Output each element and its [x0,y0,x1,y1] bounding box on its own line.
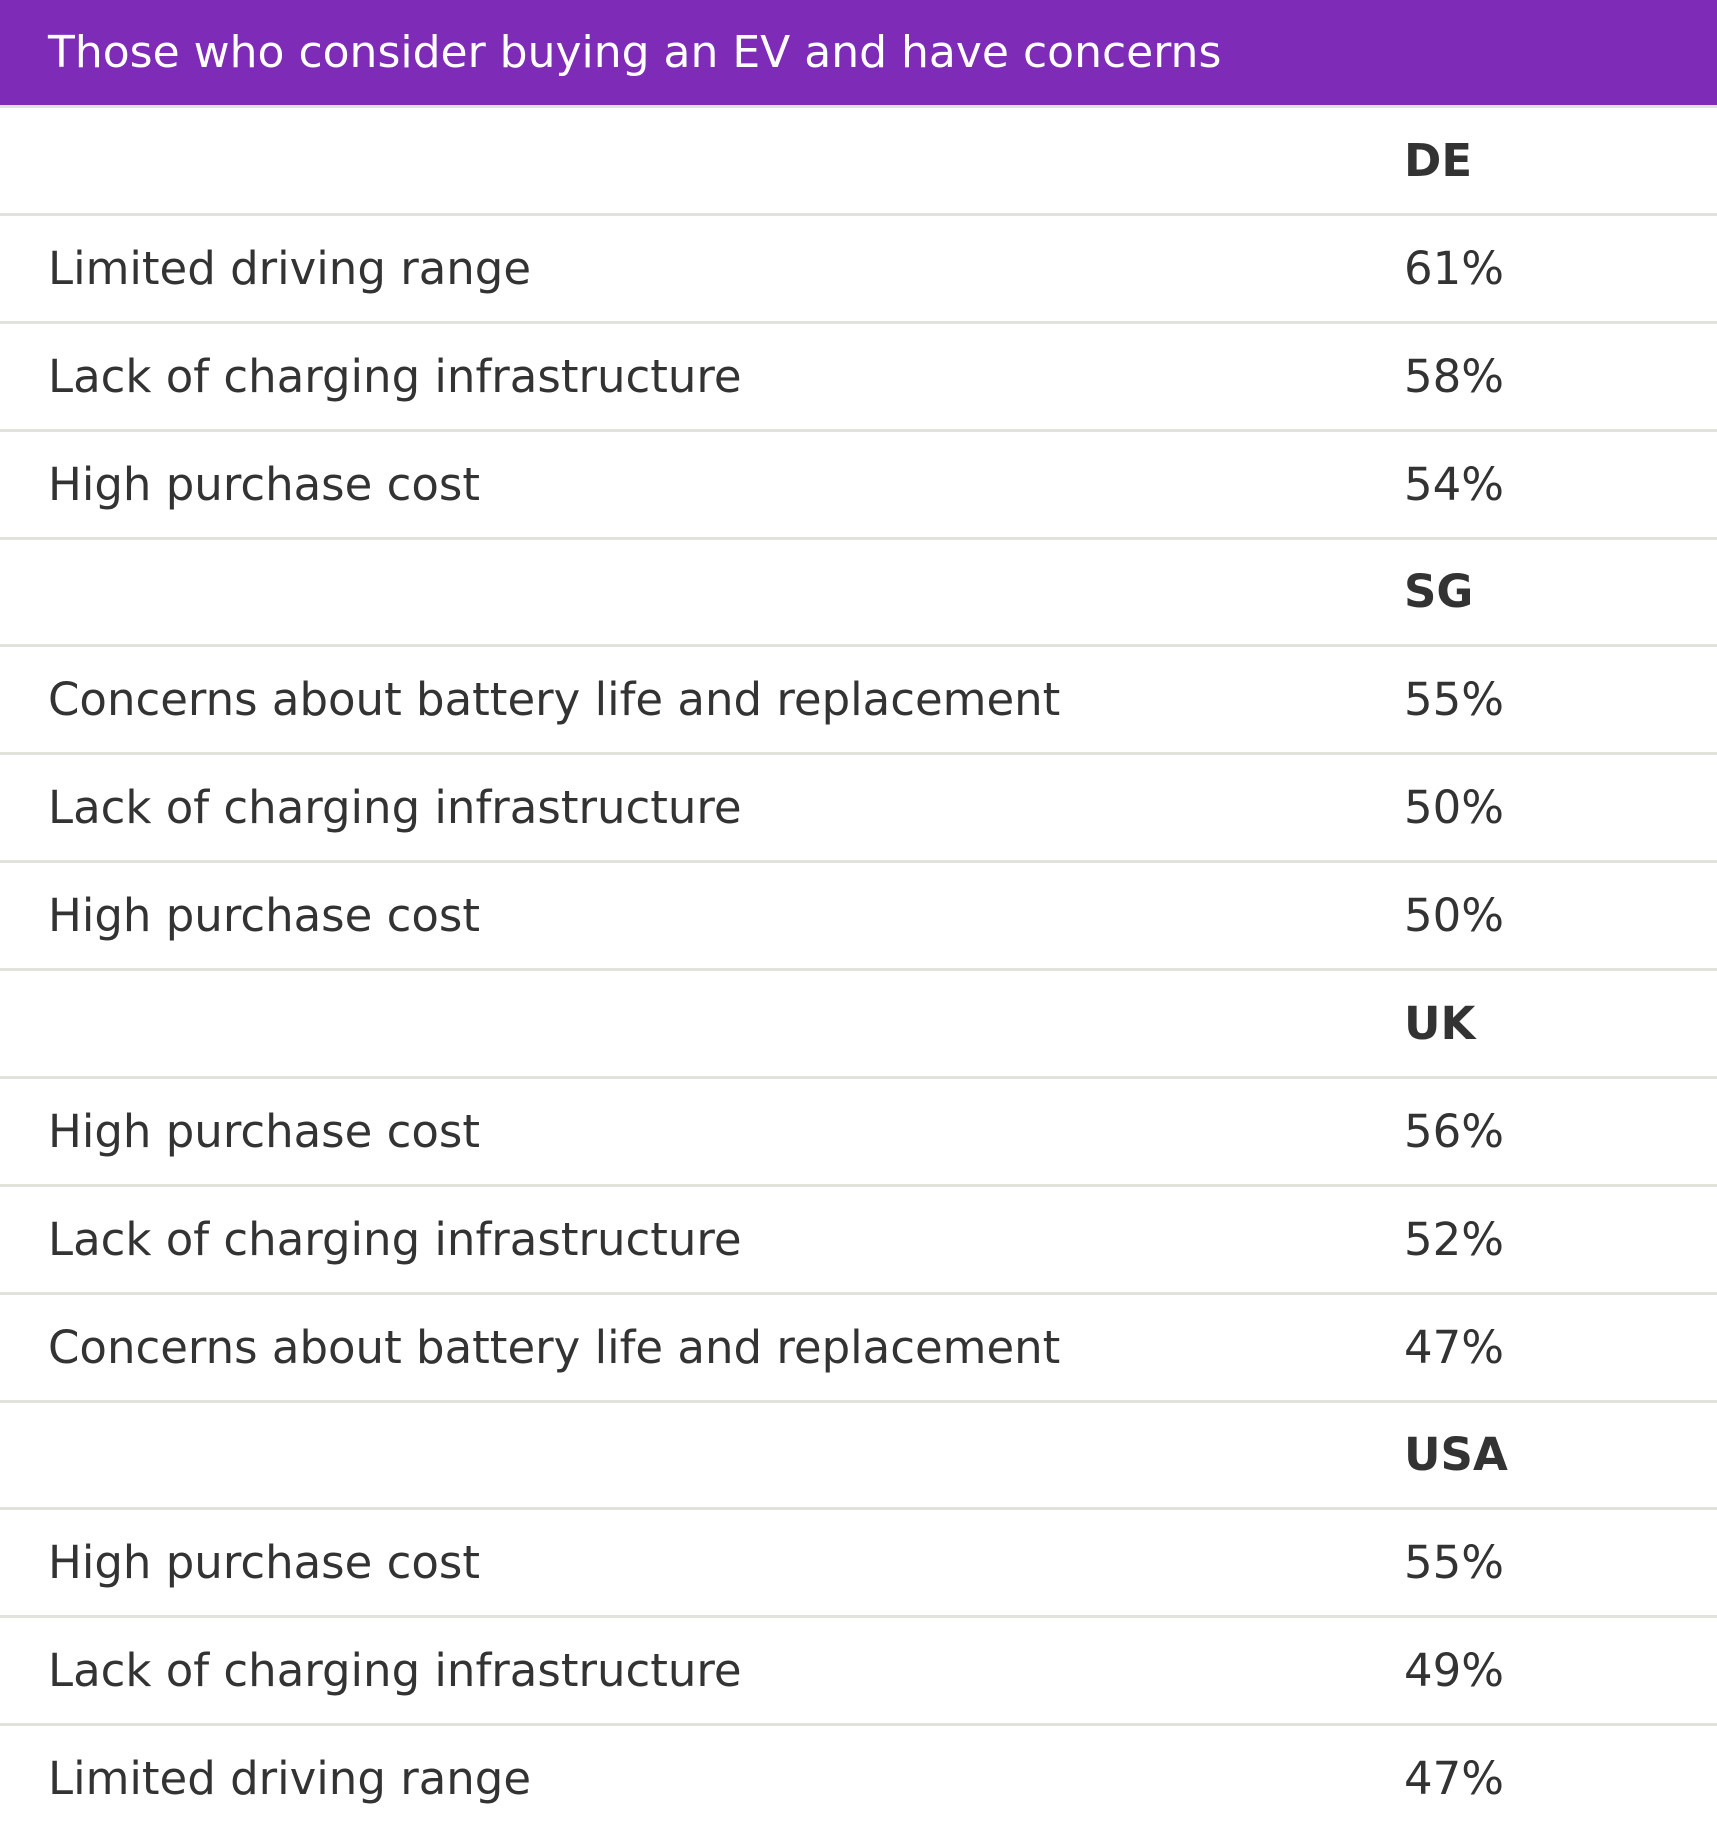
concern-row: Concerns about battery life and replacem… [0,647,1717,756]
concern-label: High purchase cost [48,457,480,511]
concern-value: 55% [1404,1536,1505,1590]
concern-value: 47% [1404,1320,1505,1374]
country-label: DE [1404,133,1473,187]
concern-value: 55% [1404,673,1505,727]
concern-row: Lack of charging infrastructure 50% [0,755,1717,864]
country-row: SG [0,540,1717,648]
concern-row: High purchase cost 55% [0,1510,1717,1619]
concern-label: High purchase cost [48,889,480,943]
concern-value: 61% [1404,241,1505,295]
concern-row: High purchase cost 54% [0,432,1717,540]
country-row: USA [0,1403,1717,1511]
concern-label: Limited driving range [48,1752,532,1806]
concern-row: Limited driving range 61% [0,216,1717,324]
concern-label: Limited driving range [48,241,532,295]
table-title: Those who consider buying an EV and have… [0,0,1717,108]
concern-label: Concerns about battery life and replacem… [48,1320,1061,1374]
concern-label: Lack of charging infrastructure [48,1644,742,1698]
country-label: SG [1404,565,1474,619]
concern-value: 56% [1404,1104,1505,1158]
concern-label: High purchase cost [48,1536,480,1590]
concern-label: Concerns about battery life and replacem… [48,673,1061,727]
concern-value: 52% [1404,1212,1505,1266]
concern-row: Limited driving range 47% [0,1726,1717,1831]
concern-value: 49% [1404,1644,1505,1698]
country-row: UK [0,971,1717,1079]
concern-label: High purchase cost [48,1104,480,1158]
concern-row: High purchase cost 50% [0,863,1717,971]
concern-value: 47% [1404,1752,1505,1806]
concern-value: 50% [1404,781,1505,835]
concern-value: 54% [1404,457,1505,511]
concern-row: High purchase cost 56% [0,1079,1717,1187]
concern-row: Lack of charging infrastructure 52% [0,1187,1717,1295]
concern-row: Concerns about battery life and replacem… [0,1295,1717,1403]
concern-row: Lack of charging infrastructure 49% [0,1618,1717,1727]
concern-value: 50% [1404,889,1505,943]
concern-label: Lack of charging infrastructure [48,1212,742,1266]
country-label: USA [1404,1428,1508,1482]
concern-label: Lack of charging infrastructure [48,349,742,403]
country-label: UK [1404,996,1476,1050]
country-row: DE [0,108,1717,216]
concern-value: 58% [1404,349,1505,403]
concern-row: Lack of charging infrastructure 58% [0,324,1717,432]
concern-label: Lack of charging infrastructure [48,781,742,835]
